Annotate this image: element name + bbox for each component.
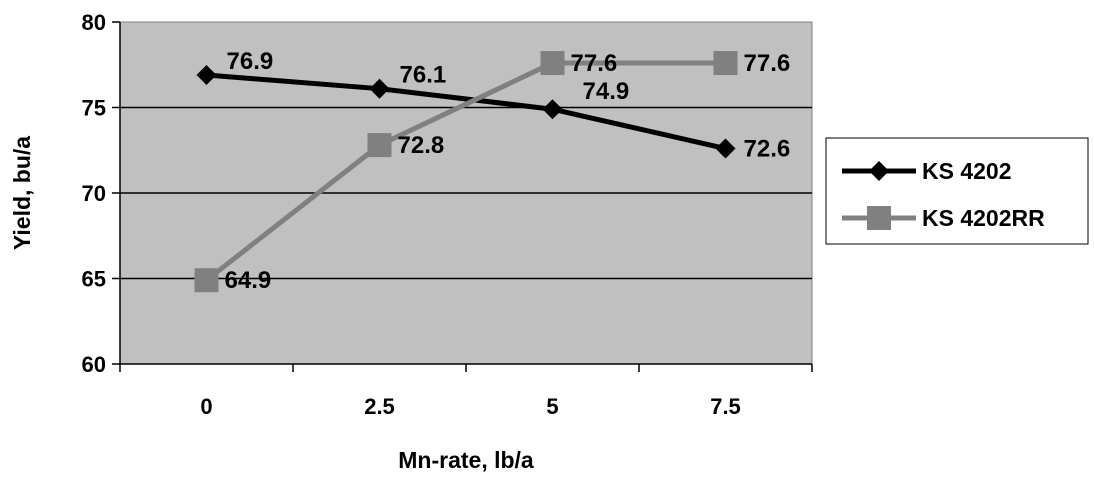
legend-label: KS 4202 (922, 158, 1012, 184)
legend: KS 4202 KS 4202RR (825, 137, 1089, 245)
y-tick-label: 60 (82, 352, 106, 377)
data-point (196, 65, 217, 86)
gridlines (120, 106, 812, 280)
y-axis-title: Yield, bu/a (9, 136, 35, 250)
series-line (206, 72, 727, 151)
y-tick-label: 75 (82, 96, 106, 121)
x-tick-label: 5 (546, 394, 558, 419)
x-axis-title: Mn-rate, lb/a (398, 447, 534, 473)
legend-items: KS 4202 KS 4202RR (842, 158, 1045, 231)
data-label: 76.9 (227, 48, 274, 75)
data-point (540, 51, 565, 76)
data-label: 64.9 (225, 267, 272, 294)
data-label: 76.1 (400, 62, 447, 89)
x-tick-label: 7.5 (710, 394, 741, 419)
legend-marker (867, 206, 891, 230)
y-tick-label: 80 (82, 10, 106, 35)
y-tick-label: 65 (82, 267, 106, 292)
series-line (204, 60, 726, 283)
axes: 60 65 70 75 80 0 2.5 5 7.5 (82, 10, 813, 419)
data-label: 72.8 (398, 132, 445, 159)
data-label: 74.9 (583, 78, 630, 105)
data-labels: 76.9 76.1 74.9 72.6 64.9 72.8 77.6 77.6 (225, 48, 791, 294)
y-tick-label: 70 (82, 181, 106, 206)
data-point (713, 51, 738, 76)
x-tick-label: 2.5 (364, 394, 395, 419)
data-point (369, 78, 390, 99)
data-label: 77.6 (571, 50, 618, 77)
x-tick-label: 0 (200, 394, 212, 419)
data-label: 72.6 (744, 136, 791, 163)
legend-marker (869, 161, 889, 181)
series-layer (194, 51, 738, 293)
data-point (194, 268, 219, 293)
legend-label: KS 4202RR (922, 205, 1045, 231)
data-point (542, 99, 563, 120)
data-label: 77.6 (744, 50, 791, 77)
data-point (367, 133, 392, 158)
data-point (715, 138, 736, 159)
